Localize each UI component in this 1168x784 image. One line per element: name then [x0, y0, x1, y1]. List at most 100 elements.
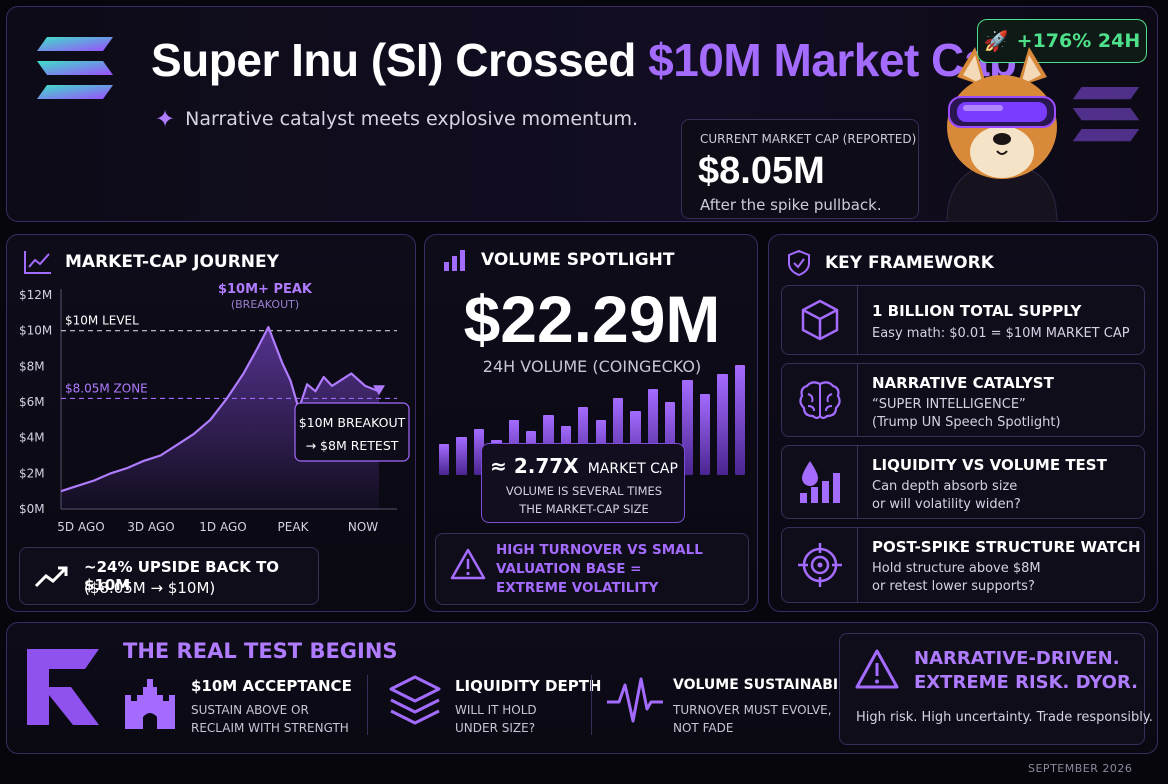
volume-value: $22.29M: [463, 282, 721, 356]
current-cap-card: CURRENT MARKET CAP (REPORTED) $8.05M Aft…: [681, 119, 919, 219]
warning-line3: EXTREME VOLATILITY: [496, 580, 659, 596]
date-label: SEPTEMBER 2026: [1028, 762, 1133, 775]
framework-item-line1: “SUPER INTELLIGENCE”: [872, 397, 1026, 412]
footer-item-line1: TURNOVER MUST EVOLVE,: [673, 703, 832, 717]
layers-icon: [389, 675, 441, 725]
solana-logo-icon: [35, 35, 115, 103]
ratio-note-line2: THE MARKET-CAP SIZE: [519, 502, 649, 516]
framework-item-line1: Hold structure above $8M: [872, 561, 1041, 576]
footer-panel: THE REAL TEST BEGINS $10M ACCEPTANCE SUS…: [6, 622, 1158, 754]
current-cap-value: $8.05M: [698, 150, 825, 192]
volume-bar: [578, 406, 589, 475]
x-tick-label: NOW: [348, 520, 378, 534]
framework-item-title: LIQUIDITY VS VOLUME TEST: [872, 456, 1107, 474]
risk-card: NARRATIVE-DRIVEN. EXTREME RISK. DYOR. Hi…: [839, 633, 1153, 745]
volume-panel: VOLUME SPOTLIGHT $22.29M 24H VOLUME (COI…: [424, 234, 758, 612]
volume-bar: [612, 398, 624, 475]
footer-item-line2: RECLAIM WITH STRENGTH: [191, 721, 349, 735]
sparkle-icon: ✦: [155, 105, 176, 133]
trend-up-icon: [34, 566, 68, 588]
y-tick-label: $0M: [19, 502, 45, 516]
journey-panel: MARKET-CAP JOURNEY $12M $10M $8M $6M $4M $2M $…: [6, 234, 416, 612]
page-title: Super Inu (SI) Crossed $10M Market Cap: [151, 33, 1017, 87]
footer-item-title: VOLUME SUSTAINABILITY: [673, 677, 872, 693]
footer-item-title: $10M ACCEPTANCE: [191, 677, 352, 695]
framework-item-structure: POST-SPIKE STRUCTURE WATCH Hold structur…: [781, 527, 1145, 603]
ratio-card: ≈ 2.77X MARKET CAP VOLUME IS SEVERAL TIM…: [481, 443, 685, 523]
shiba-mascot-image: [927, 47, 1077, 222]
footer-item-line1: SUSTAIN ABOVE OR: [191, 703, 309, 717]
y-tick-label: $6M: [19, 395, 45, 409]
x-tick-label: 1D AGO: [199, 520, 246, 534]
framework-item-supply: 1 BILLION TOTAL SUPPLY Easy math: $0.01 …: [781, 285, 1145, 355]
x-tick-label: 5D AGO: [57, 520, 104, 534]
breakout-callout-line2: → $8M RETEST: [306, 438, 399, 453]
warning-line2: VALUATION BASE =: [496, 561, 642, 577]
framework-title: KEY FRAMEWORK: [825, 253, 994, 273]
volume-bar: [647, 389, 659, 475]
journey-title: MARKET-CAP JOURNEY: [65, 252, 279, 272]
framework-item-title: NARRATIVE CATALYST: [872, 374, 1054, 392]
volatility-warning-card: HIGH TURNOVER VS SMALL VALUATION BASE = …: [435, 533, 749, 605]
volume-bar: [734, 365, 745, 475]
volume-bar: [717, 373, 728, 475]
breakout-callout-line1: $10M BREAKOUT: [299, 415, 406, 430]
breakout-callout-box: [294, 402, 410, 462]
y-tick-label: $2M: [19, 466, 45, 480]
framework-item-liquidity: LIQUIDITY VS VOLUME TEST Can depth absor…: [781, 445, 1145, 519]
subtitle: Narrative catalyst meets explosive momen…: [185, 108, 639, 130]
header-panel: Super Inu (SI) Crossed $10M Market Cap ✦…: [6, 6, 1158, 222]
risk-note: High risk. High uncertainty. Trade respo…: [856, 710, 1153, 725]
peak-sublabel: (BREAKOUT): [231, 298, 299, 311]
framework-item-line2: (Trump UN Speech Spotlight): [872, 415, 1061, 430]
framework-item-line1: Easy math: $0.01 = $10M MARKET CAP: [872, 326, 1130, 341]
framework-item-title: POST-SPIKE STRUCTURE WATCH: [872, 538, 1141, 556]
bar-chart-icon: [444, 250, 465, 271]
title-highlight: $10M Market Cap: [648, 34, 1017, 86]
footer-item-title: LIQUIDITY DEPTH: [455, 677, 602, 695]
title-prefix: Super Inu (SI) Crossed: [151, 34, 649, 86]
current-cap-label: CURRENT MARKET CAP (REPORTED): [700, 132, 917, 146]
warning-line1: HIGH TURNOVER VS SMALL: [496, 542, 703, 558]
reference-line-label: $8.05M ZONE: [65, 381, 148, 395]
y-tick-label: $10M: [19, 324, 52, 338]
y-tick-label: $12M: [19, 288, 52, 302]
framework-item-title: 1 BILLION TOTAL SUPPLY: [872, 302, 1082, 320]
market-cap-chart: $12M $10M $8M $6M $4M $2M $0M $10M LEVEL $8.05M …: [19, 282, 410, 534]
volume-label: 24H VOLUME (COINGECKO): [482, 357, 702, 376]
risk-line2: EXTREME RISK. DYOR.: [914, 672, 1139, 693]
rocket-icon: 🚀: [983, 29, 1009, 53]
change-badge-text: +176% 24H: [1016, 30, 1141, 52]
framework-item-line1: Can depth absorb size: [872, 479, 1018, 494]
warning-triangle-icon: [855, 649, 899, 689]
solana-logo-small-icon: [1071, 85, 1141, 145]
upside-card: ~24% UPSIDE BACK TO $10M ($8.05M → $10M): [19, 547, 319, 605]
trend-chart-icon: [24, 251, 51, 274]
volume-bar: [699, 393, 711, 475]
y-tick-label: $8M: [19, 359, 45, 373]
subtitle-row: ✦ Narrative catalyst meets explosive mom…: [155, 105, 638, 133]
y-tick-label: $4M: [19, 431, 45, 445]
framework-header: KEY FRAMEWORK: [787, 249, 994, 277]
ratio-value: ≈ 2.77X: [490, 454, 579, 478]
change-badge: 🚀 +176% 24H: [977, 19, 1147, 63]
series-line: [60, 326, 380, 493]
footer-divider: [367, 675, 368, 735]
reference-line-label: $10M LEVEL: [65, 314, 139, 328]
ratio-note-line1: VOLUME IS SEVERAL TIMES: [505, 484, 663, 498]
ratio-label: MARKET CAP: [587, 461, 678, 477]
framework-icon-box: [782, 364, 858, 436]
brand-logo-icon: [27, 649, 99, 725]
liquidity-icon: [799, 461, 840, 503]
x-tick-label: 3D AGO: [127, 520, 174, 534]
x-tick-label: PEAK: [278, 520, 310, 534]
pulse-icon: [607, 677, 663, 723]
ratio-row: ≈ 2.77X MARKET CAP: [482, 454, 686, 478]
series-end-arrow: [373, 385, 385, 396]
volume-bar: [456, 436, 467, 475]
framework-panel: KEY FRAMEWORK 1 BILLION TOTAL SUPPLY Eas…: [768, 234, 1158, 612]
warning-triangle-icon: [450, 548, 486, 580]
footer-item-line2: NOT FADE: [673, 721, 734, 735]
journey-header: MARKET-CAP JOURNEY: [23, 249, 279, 275]
target-icon: [797, 543, 842, 587]
